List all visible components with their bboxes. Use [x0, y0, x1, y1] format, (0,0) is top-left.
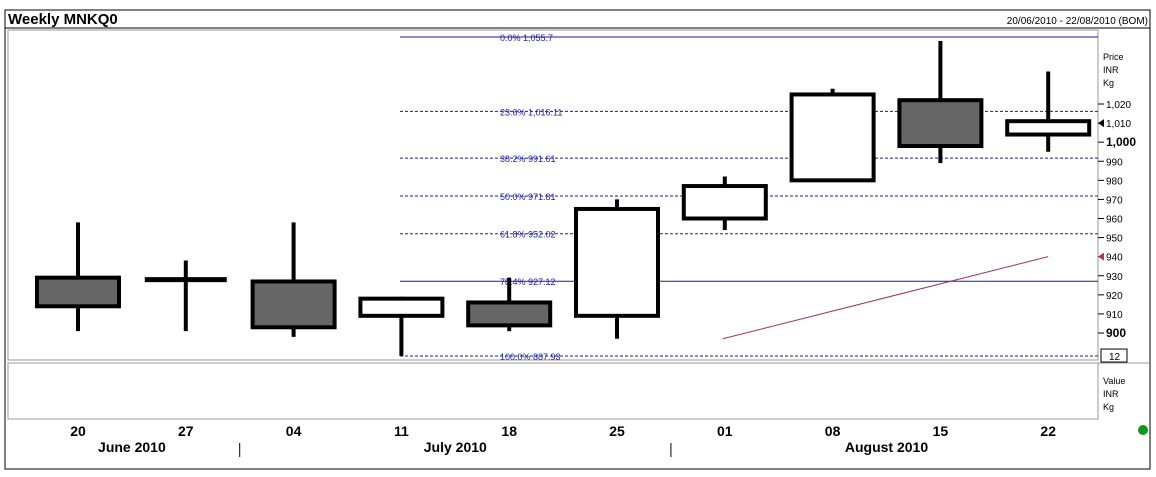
month-label: July 2010: [424, 439, 487, 455]
fib-level-label: 23.6% 1,016.11: [500, 107, 562, 117]
candle-body: [789, 92, 876, 183]
price-tick-label: 1,020: [1106, 100, 1131, 111]
fib-level-label: 100.0% 887.93: [500, 352, 561, 362]
fib-level-label: 50.0% 971.81: [500, 192, 556, 202]
date-tick-label: 08: [825, 423, 841, 439]
price-tick-label: 950: [1106, 234, 1123, 245]
date-tick-label: 18: [501, 423, 517, 439]
price-axis-unit: Price: [1103, 52, 1124, 62]
value-panel: [7, 362, 1099, 420]
value-axis-unit: Kg: [1103, 402, 1114, 412]
price-box-label: 12: [1109, 352, 1121, 363]
price-tick-label: 910: [1106, 310, 1123, 321]
date-tick-label: 04: [286, 423, 302, 439]
month-label: June 2010: [98, 439, 166, 455]
candle-body: [35, 275, 121, 309]
price-tick-label: 1,000: [1106, 135, 1136, 149]
trend-end-marker-icon: [1098, 252, 1104, 261]
month-label: August 2010: [845, 439, 928, 455]
price-tick-label: 1,010: [1106, 119, 1131, 130]
trend-line: [722, 256, 1049, 340]
fib-level-label: 61.8% 952.02: [500, 230, 556, 240]
price-tick-label: 960: [1106, 215, 1123, 226]
date-tick-label: 15: [933, 423, 949, 439]
price-axis-unit: Kg: [1103, 78, 1114, 88]
price-tick-label: 970: [1106, 195, 1123, 206]
price-tick-label: 990: [1106, 157, 1123, 168]
value-axis: Value INR Kg: [1103, 376, 1125, 412]
chart-title: Weekly MNKQ0: [8, 11, 118, 28]
price-tick-label: 920: [1106, 291, 1123, 302]
status-indicator: [1138, 425, 1148, 435]
date-tick-label: 25: [609, 423, 625, 439]
date-tick-label: 22: [1040, 423, 1056, 439]
fibonacci-levels: 0.0% 1,055.7 23.6% 1,016.11 38.2% 991.61 50…: [400, 33, 1098, 362]
last-price-marker-icon: [1098, 119, 1104, 128]
candle-body: [681, 184, 768, 221]
price-panel: [7, 29, 1099, 361]
candles: [35, 41, 1092, 356]
trend-line-layer: [722, 256, 1049, 340]
price-tick-label: 900: [1106, 326, 1126, 340]
candle-body: [466, 300, 553, 328]
date-tick-label: 01: [717, 423, 733, 439]
price-axis-unit: INR: [1103, 65, 1119, 75]
candle-body: [250, 279, 337, 330]
price-box: [1100, 348, 1128, 363]
value-axis-unit: INR: [1103, 389, 1119, 399]
candle-body: [358, 296, 445, 318]
chart-frame: [4, 9, 1151, 470]
date-range: 20/06/2010 - 22/08/2010 (BOM): [1007, 16, 1148, 27]
candle-body: [1005, 119, 1092, 137]
fib-level-label: 38.2% 991.61: [500, 154, 556, 164]
date-tick-label: 27: [178, 423, 194, 439]
value-axis-unit: Value: [1103, 376, 1125, 386]
fib-level-label: 78.4% 927.12: [500, 277, 556, 287]
price-tick-label: 980: [1106, 176, 1123, 187]
price-tick-label: 940: [1106, 253, 1123, 264]
price-tick-label: 930: [1106, 272, 1123, 283]
price-axis: Price INR Kg 1,020 1,010 1,000 990 980 970 960 950…: [1098, 52, 1136, 363]
date-tick-label: 11: [394, 423, 409, 439]
date-tick-label: 20: [70, 423, 86, 439]
candle-body: [574, 206, 660, 318]
candle-body: [897, 98, 984, 148]
date-axis: 20 27 04 11 18 25 01 08 15 22 June 2010 July 2010 Au…: [70, 423, 1056, 457]
fib-level-label: 0.0% 1,055.7: [500, 33, 553, 43]
